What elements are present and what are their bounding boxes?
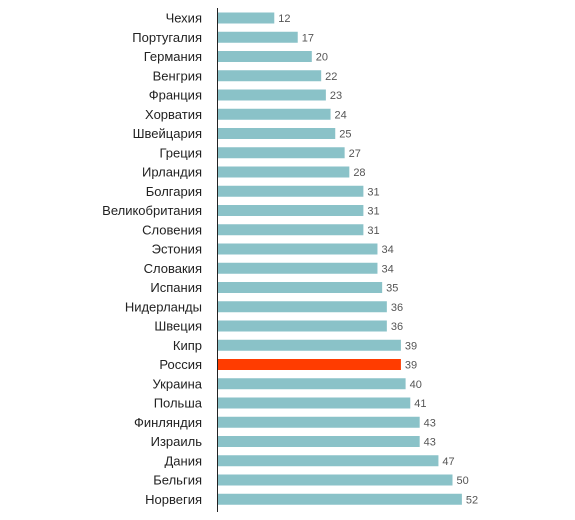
bar-item-16 <box>218 301 387 313</box>
category-label-item-17: Швеция <box>154 319 202 334</box>
category-label-item-5: Франция <box>149 88 202 103</box>
bar-item-19 <box>218 359 401 370</box>
bar-item-2 <box>218 31 298 43</box>
bar-item-12 <box>218 224 364 236</box>
bar-item-9 <box>218 166 350 178</box>
bars-layer <box>218 12 462 505</box>
value-label-item-17: 36 <box>391 321 403 333</box>
category-label-item-9: Ирландия <box>142 165 202 180</box>
value-label-item-2: 17 <box>302 32 314 44</box>
value-label-item-21: 41 <box>414 398 426 410</box>
value-label-item-3: 20 <box>316 52 328 64</box>
category-label-item-4: Венгрия <box>153 68 202 83</box>
bar-item-11 <box>218 205 364 216</box>
category-label-item-20: Украина <box>153 376 203 391</box>
value-labels-layer: 1217202223242527283131313434353636393940… <box>278 13 478 506</box>
bar-item-1 <box>218 12 275 24</box>
category-label-item-26: Норвегия <box>145 492 202 507</box>
bar-item-15 <box>218 282 383 293</box>
value-label-item-12: 31 <box>367 225 379 237</box>
category-label-item-19: Россия <box>159 357 202 372</box>
bar-item-4 <box>218 70 322 82</box>
category-label-item-23: Израиль <box>151 434 203 449</box>
value-label-item-14: 34 <box>381 263 393 275</box>
bar-item-3 <box>218 51 312 62</box>
category-label-item-12: Словения <box>142 222 202 237</box>
bar-item-7 <box>218 128 336 139</box>
bar-item-22 <box>218 416 420 428</box>
value-label-item-6: 24 <box>335 109 347 121</box>
category-label-item-1: Чехия <box>166 11 202 26</box>
bar-item-23 <box>218 436 420 447</box>
category-label-item-7: Швейцария <box>133 126 202 141</box>
value-label-item-20: 40 <box>410 379 422 391</box>
category-label-item-13: Эстония <box>152 242 202 257</box>
value-label-item-8: 27 <box>349 148 361 160</box>
value-label-item-26: 52 <box>466 494 478 506</box>
bar-item-14 <box>218 262 378 274</box>
value-label-item-18: 39 <box>405 340 417 352</box>
bar-item-20 <box>218 378 406 390</box>
value-label-item-19: 39 <box>405 360 417 372</box>
value-label-item-7: 25 <box>339 129 351 141</box>
bar-item-10 <box>218 185 364 197</box>
category-label-item-8: Греция <box>159 145 202 160</box>
value-label-item-1: 12 <box>278 13 290 25</box>
value-label-item-15: 35 <box>386 283 398 295</box>
bar-item-8 <box>218 147 345 159</box>
category-label-item-21: Польша <box>154 396 203 411</box>
bar-item-24 <box>218 455 439 467</box>
value-label-item-23: 43 <box>424 437 436 449</box>
bar-item-17 <box>218 320 387 332</box>
value-label-item-24: 47 <box>442 456 454 468</box>
bar-item-5 <box>218 89 326 101</box>
value-label-item-9: 28 <box>353 167 365 179</box>
value-label-item-13: 34 <box>381 244 393 256</box>
category-label-item-6: Хорватия <box>145 107 202 122</box>
value-label-item-16: 36 <box>391 302 403 314</box>
category-label-item-15: Испания <box>150 280 202 295</box>
category-label-item-24: Дания <box>164 453 202 468</box>
category-label-item-14: Словакия <box>144 261 202 276</box>
category-label-item-10: Болгария <box>146 184 202 199</box>
bar-item-21 <box>218 397 411 409</box>
bar-item-6 <box>218 108 331 120</box>
category-label-item-18: Кипр <box>173 338 202 353</box>
category-label-item-3: Германия <box>144 49 202 64</box>
value-label-item-22: 43 <box>424 417 436 429</box>
category-label-item-11: Великобритания <box>102 203 202 218</box>
bar-item-18 <box>218 339 401 351</box>
bar-item-25 <box>218 474 453 486</box>
category-label-item-22: Финляндия <box>134 415 202 430</box>
bar-item-26 <box>218 493 462 505</box>
value-label-item-10: 31 <box>367 186 379 198</box>
category-label-item-2: Португалия <box>132 30 202 45</box>
category-labels-layer: Чехия Португалия Германия Венгрия Франция Хор… <box>102 11 203 507</box>
value-label-item-11: 31 <box>367 206 379 218</box>
category-label-item-25: Бельгия <box>153 473 202 488</box>
value-label-item-25: 50 <box>457 475 469 487</box>
value-label-item-4: 22 <box>325 71 337 83</box>
bar-item-13 <box>218 243 378 255</box>
category-label-item-16: Нидерланды <box>125 299 202 314</box>
value-label-item-5: 23 <box>330 90 342 102</box>
